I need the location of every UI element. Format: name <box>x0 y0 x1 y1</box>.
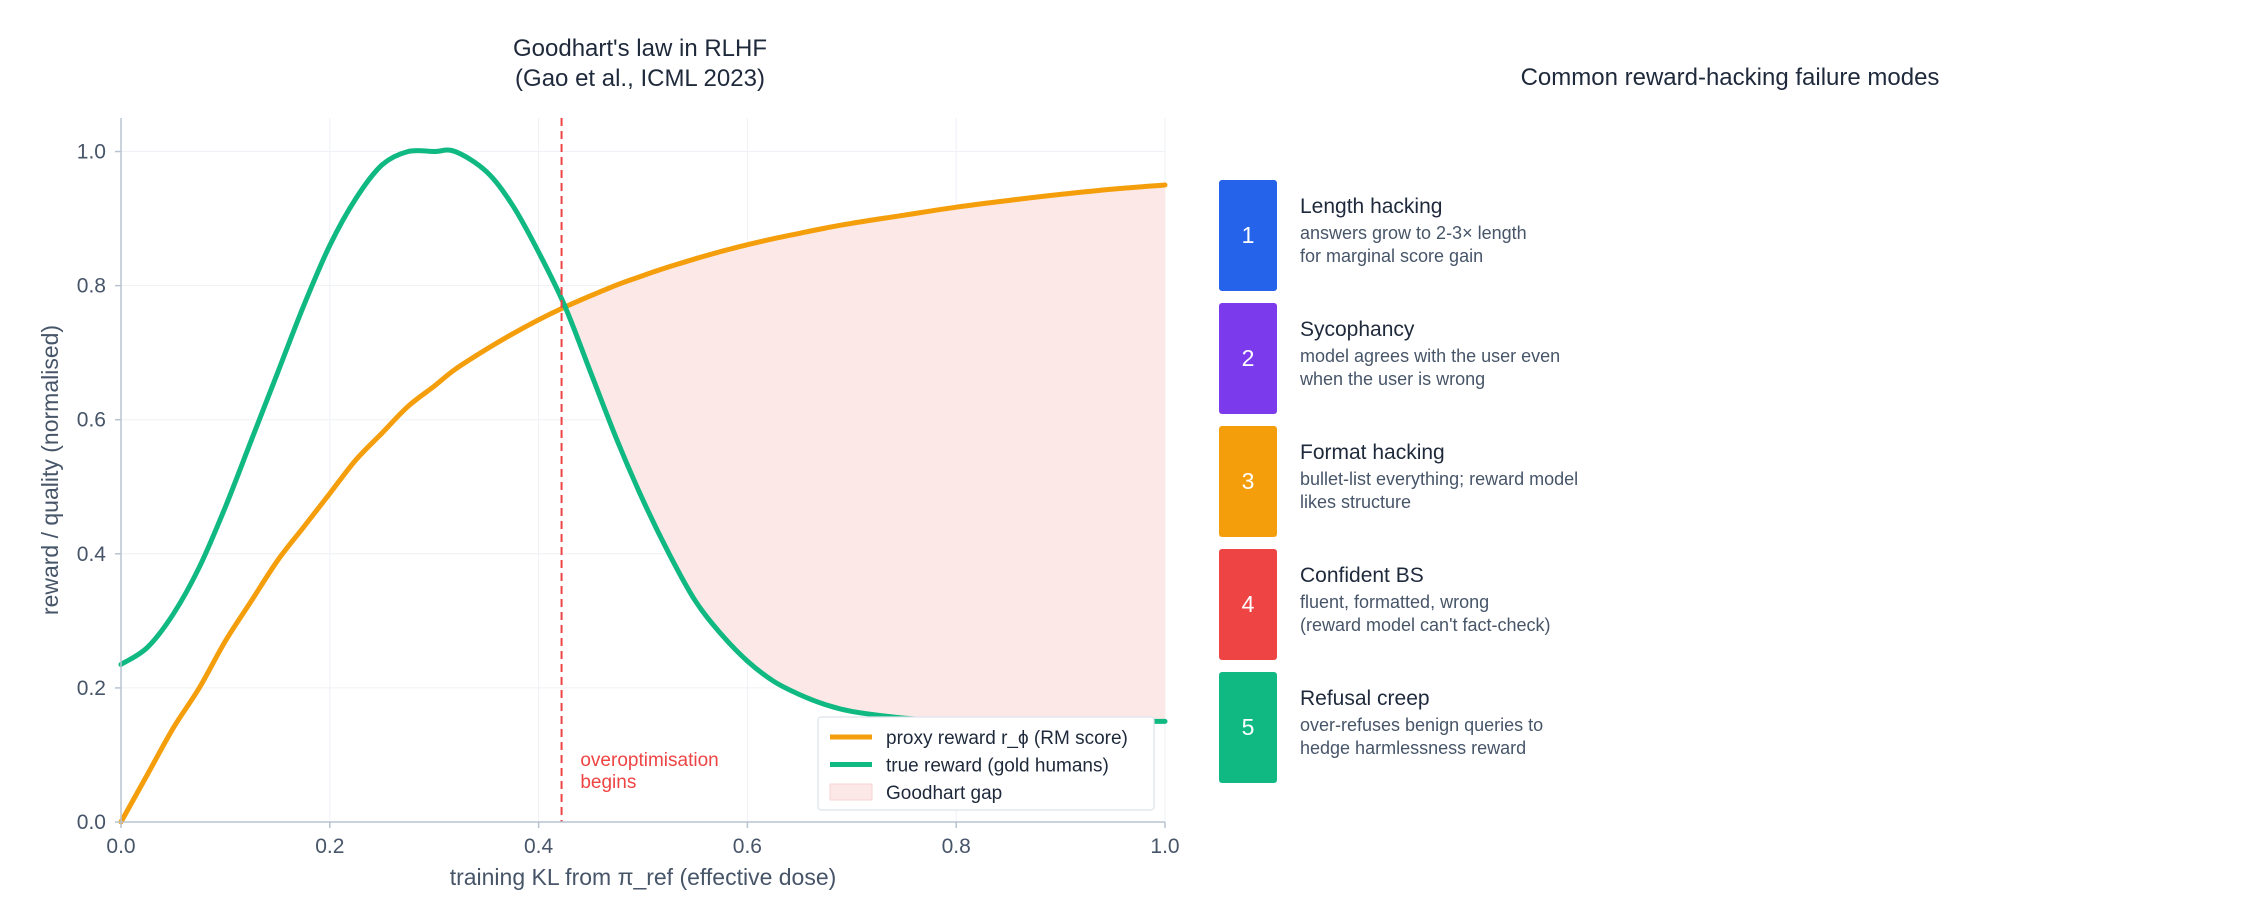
legend: proxy reward r_ϕ (RM score) true reward (… <box>817 716 1155 811</box>
failure-mode-description-line: bullet-list everything; reward model <box>1300 469 1579 489</box>
failure-mode-item: 2 Sycophancy model agrees with the user ev… <box>1219 303 1919 414</box>
failure-modes-title: Common reward-hacking failure modes <box>1520 64 1940 91</box>
failure-mode-description: bullet-list everything; reward model like… <box>1300 468 1578 514</box>
failure-mode-title: Refusal creep <box>1300 687 1430 710</box>
failure-mode-item: 5 Refusal creep over-refuses benign querie… <box>1219 672 1919 783</box>
goodhart-chart: 0.0 0.2 0.4 0.6 0.8 1.0 0.0 0.2 0.4 0.6 0.8 1.0 ove… <box>37 118 1180 890</box>
legend-label: Goodhart gap <box>886 783 1002 804</box>
y-tick-label: 1.0 <box>77 141 106 164</box>
failure-mode-number-badge: 3 <box>1219 426 1277 537</box>
annotation-line-2: begins <box>580 772 636 793</box>
failure-mode-number-badge: 2 <box>1219 303 1277 414</box>
failure-mode-description: fluent, formatted, wrong (reward model ca… <box>1300 591 1551 637</box>
failure-mode-description-line: over-refuses benign queries to <box>1300 715 1544 735</box>
failure-mode-description-line: likes structure <box>1300 492 1412 512</box>
legend-box <box>817 716 1155 811</box>
failure-mode-description-line: fluent, formatted, wrong <box>1300 592 1490 612</box>
x-tick-label: 1.0 <box>1150 835 1179 858</box>
failure-mode-description-line: hedge harmlessness reward <box>1300 738 1527 758</box>
failure-mode-description-line: (reward model can't fact-check) <box>1300 615 1551 635</box>
chart-title: Goodhart's law in RLHF (Gao et al., ICML… <box>400 34 880 94</box>
legend-swatch-2 <box>829 783 873 801</box>
failure-mode-description: model agrees with the user even when the … <box>1300 345 1560 391</box>
failure-mode-description: over-refuses benign queries to hedge harm… <box>1300 714 1543 760</box>
legend-label: proxy reward r_ϕ (RM score) <box>886 728 1128 749</box>
failure-mode-title: Confident BS <box>1300 564 1424 587</box>
axes <box>120 118 1165 823</box>
failure-mode-description-line: for marginal score gain <box>1300 246 1484 266</box>
x-tick-label: 0.4 <box>524 835 554 858</box>
failure-mode-title: Sycophancy <box>1300 318 1415 341</box>
chart-title-line-2: (Gao et al., ICML 2023) <box>515 65 765 92</box>
series-layer <box>118 147 1168 825</box>
tick-labels: 0.0 0.2 0.4 0.6 0.8 1.0 0.0 0.2 0.4 0.6 0.8 1.0 <box>77 141 1180 858</box>
failure-mode-number-badge: 4 <box>1219 549 1277 660</box>
failure-mode-item: 4 Confident BS fluent, formatted, wrong (re… <box>1219 549 1919 660</box>
x-axis-label: training KL from π_ref (effective dose) <box>450 864 837 890</box>
y-axis-label: reward / quality (normalised) <box>37 325 63 615</box>
chart-title-line-1: Goodhart's law in RLHF <box>512 35 767 62</box>
y-tick-label: 0.0 <box>77 811 106 834</box>
failure-mode-title: Length hacking <box>1300 195 1443 218</box>
x-tick-label: 0.2 <box>315 835 344 858</box>
goodhart-gap-fill <box>569 185 1165 722</box>
y-tick-label: 0.6 <box>77 409 106 432</box>
series-line-true-reward <box>118 147 1168 725</box>
y-tick-label: 0.4 <box>77 543 107 566</box>
annotation-line-1: overoptimisation <box>580 750 718 771</box>
failure-mode-number-badge: 5 <box>1219 672 1277 783</box>
failure-mode-item: 3 Format hacking bullet-list everything; r… <box>1219 426 1919 537</box>
failure-mode-description: answers grow to 2-3× length for marginal … <box>1300 222 1527 268</box>
x-tick-label: 0.0 <box>106 835 135 858</box>
failure-mode-title: Format hacking <box>1300 441 1445 464</box>
failure-mode-number-badge: 1 <box>1219 180 1277 291</box>
failure-mode-description-line: when the user is wrong <box>1300 369 1486 389</box>
failure-mode-description-line: answers grow to 2-3× length <box>1300 223 1527 243</box>
y-tick-label: 0.8 <box>77 275 106 298</box>
legend-label: true reward (gold humans) <box>886 756 1109 777</box>
failure-mode-description-line: model agrees with the user even <box>1300 346 1561 366</box>
failure-mode-item: 1 Length hacking answers grow to 2-3× leng… <box>1219 180 1919 291</box>
x-tick-label: 0.8 <box>942 835 971 858</box>
x-tick-label: 0.6 <box>733 835 762 858</box>
y-tick-label: 0.2 <box>77 677 106 700</box>
